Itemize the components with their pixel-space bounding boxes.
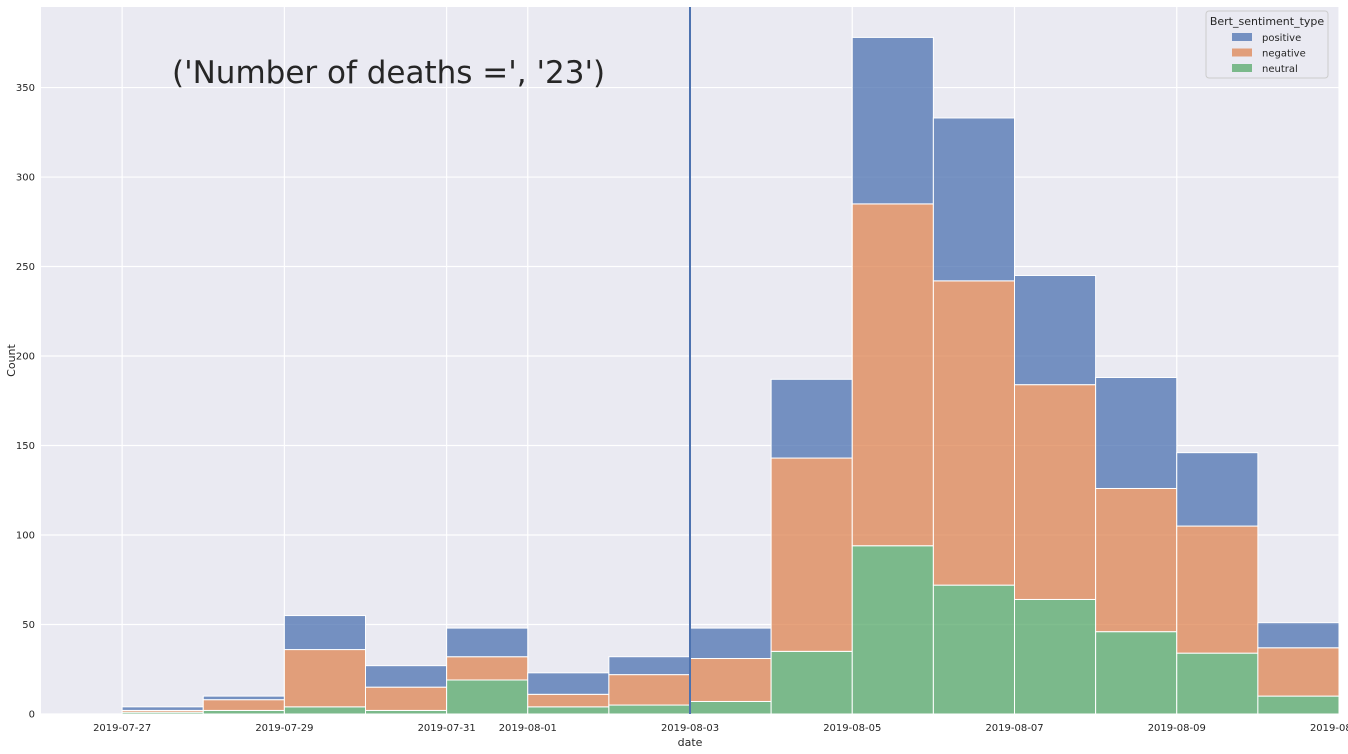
bar-positive	[608, 656, 691, 676]
x-tick-label: 2019-08-03	[661, 723, 719, 734]
bar-negative	[689, 658, 772, 702]
x-tick-label: 2019-07-27	[93, 723, 151, 734]
x-tick-labels: 2019-07-27 2019-07-29 2019-07-31 2019-08-01…	[93, 723, 1348, 734]
bar-neutral	[202, 709, 285, 715]
bar-positive	[283, 615, 366, 651]
bar-negative	[851, 203, 934, 547]
bar-positive	[1014, 274, 1097, 386]
bar-neutral	[851, 545, 934, 715]
bar-negative	[446, 656, 529, 681]
bar-neutral	[1176, 652, 1259, 715]
bar-negative	[283, 649, 366, 708]
bar-neutral	[365, 709, 448, 715]
x-tick-label: 2019-08-11	[1310, 723, 1348, 734]
bar-neutral	[932, 584, 1015, 715]
bar-positive	[851, 36, 934, 205]
legend-label-neutral: neutral	[1262, 64, 1298, 75]
x-tick-label: 2019-07-31	[418, 723, 476, 734]
x-tick-label: 2019-08-07	[985, 723, 1043, 734]
legend-entries: positive negative neutral	[1232, 33, 1306, 75]
bar-negative	[770, 457, 853, 652]
bar-neutral	[446, 679, 529, 715]
legend-swatch-positive	[1232, 33, 1252, 41]
y-tick-label: 300	[16, 173, 35, 184]
bar-positive	[1095, 377, 1178, 489]
bar-positive	[689, 627, 772, 660]
bar-positive	[527, 672, 610, 695]
y-tick-label: 200	[16, 352, 35, 363]
bar-negative	[608, 674, 691, 706]
legend-swatch-neutral	[1232, 64, 1252, 72]
x-tick-label: 2019-08-05	[823, 723, 881, 734]
bar-negative	[527, 693, 610, 708]
x-tick-label: 2019-07-29	[255, 723, 313, 734]
legend-box	[1205, 10, 1329, 79]
y-tick-label: 350	[16, 83, 35, 94]
bar-negative	[365, 686, 448, 711]
x-axis-label: date	[678, 736, 703, 749]
x-tick-label: 2019-08-09	[1148, 723, 1206, 734]
y-tick-label: 150	[16, 441, 35, 452]
legend-swatch-negative	[1232, 48, 1252, 57]
bar-neutral	[1095, 631, 1178, 715]
y-tick-label: 250	[16, 262, 35, 273]
bar-neutral	[1257, 695, 1340, 715]
bar-negative	[202, 699, 285, 711]
bar-positive	[1176, 452, 1259, 527]
bar-neutral	[689, 700, 772, 715]
bar-positive	[932, 117, 1015, 282]
bar-neutral	[1014, 598, 1097, 715]
bar-neutral	[283, 706, 366, 715]
legend-title: Bert_sentiment_type	[1210, 15, 1325, 28]
legend-label-negative: negative	[1262, 49, 1306, 60]
histogram-bars	[121, 36, 1340, 715]
bar-negative	[1176, 525, 1259, 654]
bar-positive	[770, 378, 853, 459]
y-axis-label: Count	[5, 343, 18, 376]
y-tick-label: 0	[29, 710, 35, 721]
x-tick-label: 2019-08-01	[499, 723, 557, 734]
y-tick-labels: 0 50 100 150 200 250 300 350	[16, 83, 35, 720]
legend-label-positive: positive	[1262, 33, 1301, 44]
bar-positive	[202, 695, 285, 701]
bar-positive	[365, 665, 448, 688]
annotation-text: ('Number of deaths =', '23')	[172, 55, 605, 91]
bar-negative	[1014, 384, 1097, 600]
bar-neutral	[770, 650, 853, 715]
y-tick-label: 50	[22, 620, 35, 631]
bar-positive	[1257, 622, 1340, 649]
bar-negative	[1095, 487, 1178, 633]
bar-neutral	[527, 706, 610, 715]
y-tick-label: 100	[16, 531, 35, 542]
bar-positive	[446, 627, 529, 658]
bar-negative	[1257, 647, 1340, 697]
bar-negative	[932, 280, 1015, 586]
legend: Bert_sentiment_type positive negative neut…	[1205, 10, 1329, 79]
bar-positive	[121, 706, 204, 711]
bar-neutral	[608, 704, 691, 715]
